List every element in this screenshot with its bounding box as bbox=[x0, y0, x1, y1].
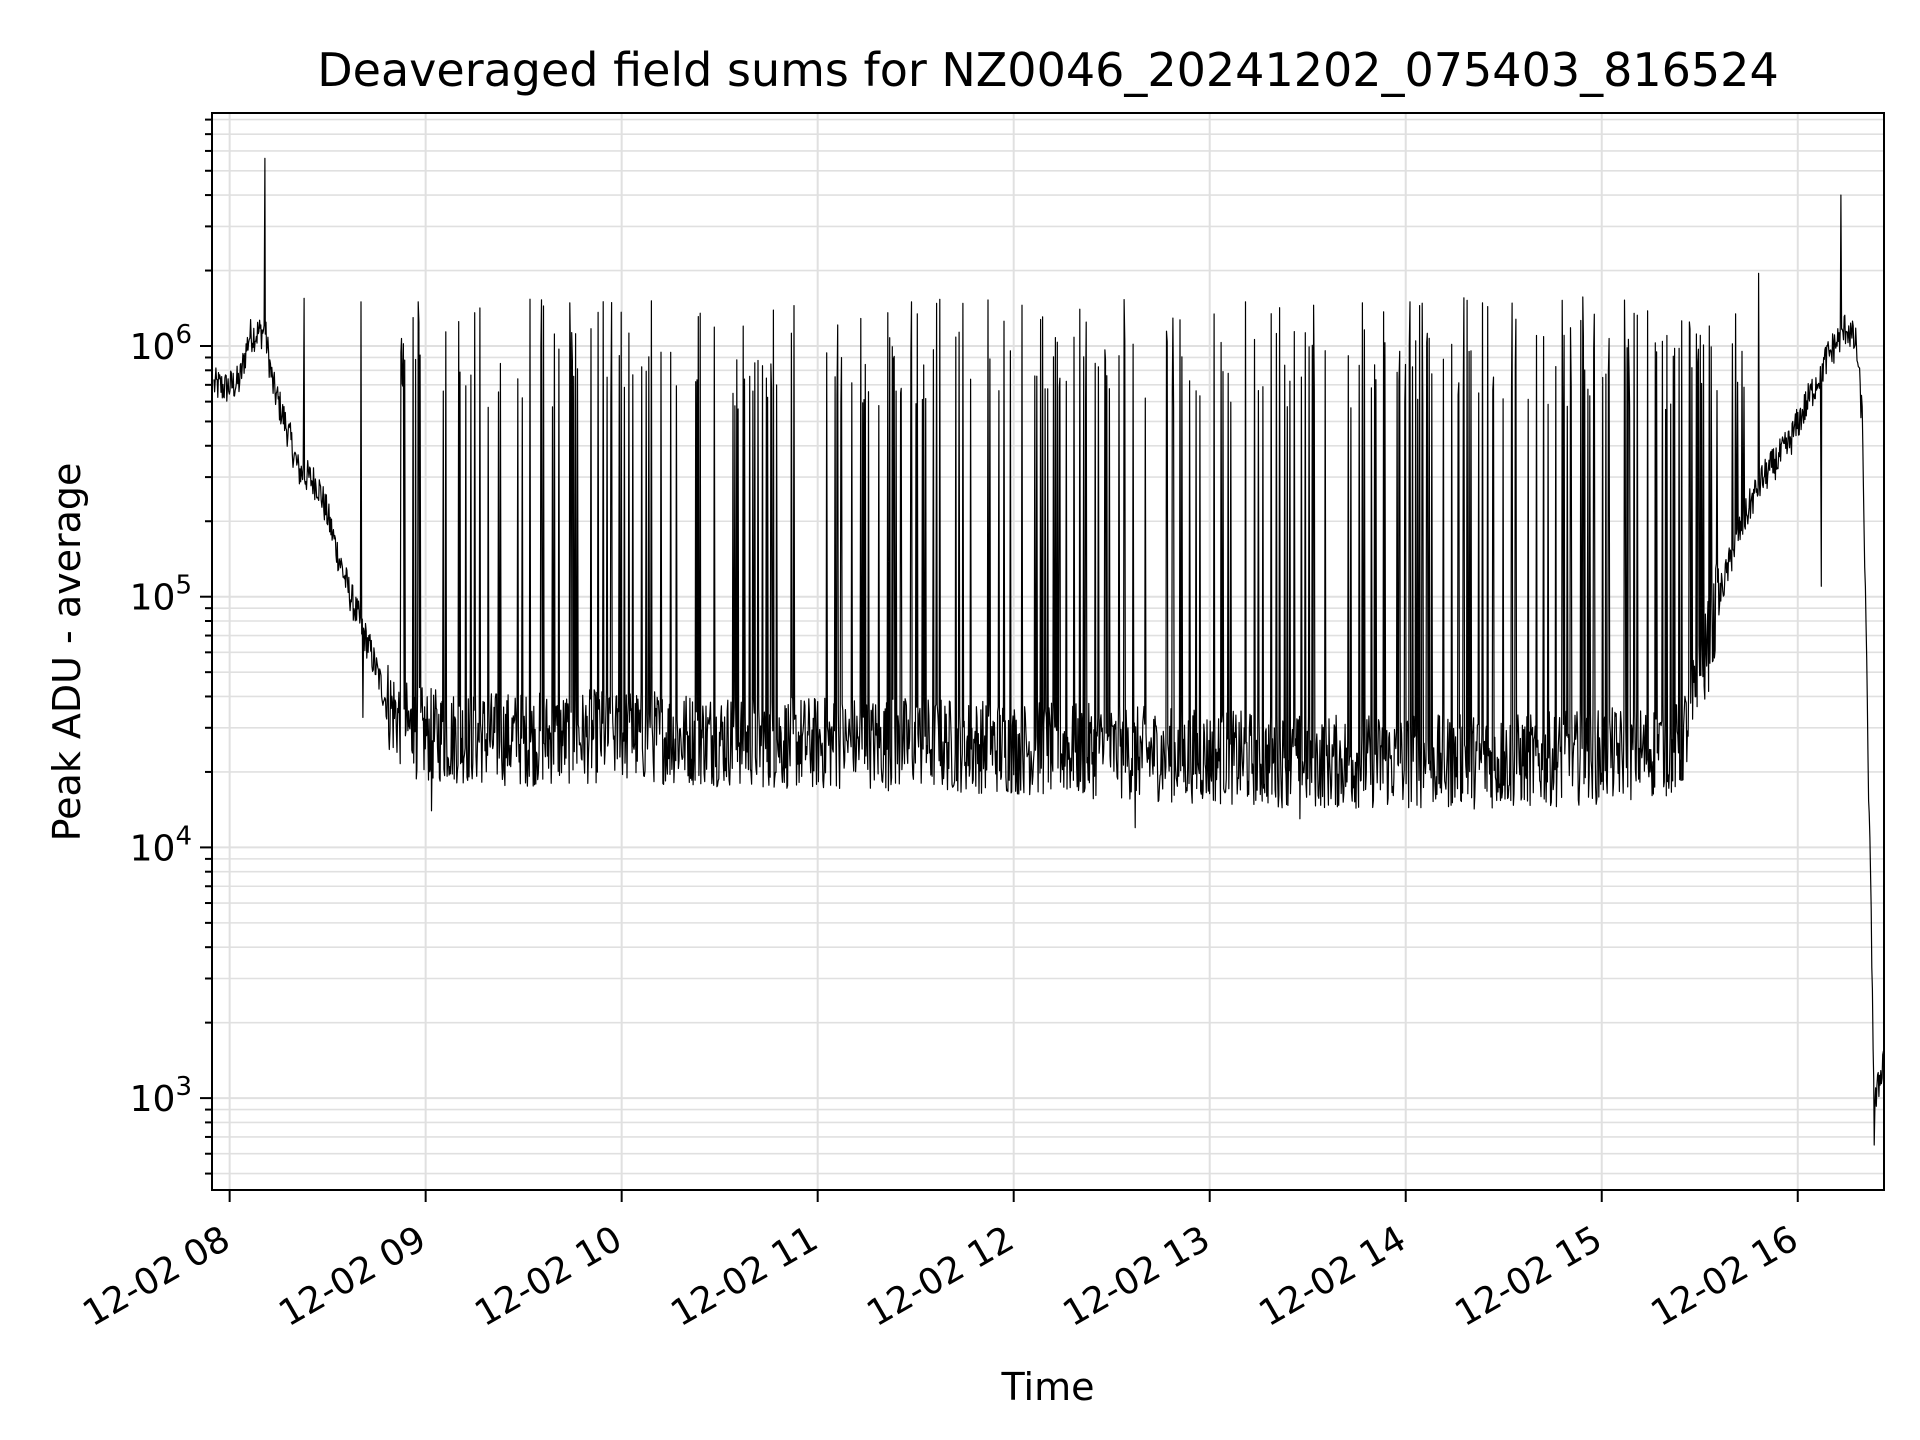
y-tick-label: 105 bbox=[130, 571, 192, 619]
chart-title: Deaveraged field sums for NZ0046_2024120… bbox=[317, 43, 1778, 97]
y-axis-label: Peak ADU - average bbox=[45, 463, 89, 842]
series-line bbox=[213, 157, 1885, 1146]
y-tick-label: 104 bbox=[130, 821, 192, 869]
y-tick-label: 106 bbox=[130, 320, 192, 368]
y-tick-label: 103 bbox=[130, 1072, 192, 1120]
plot-area bbox=[213, 157, 1885, 1146]
x-axis-label: Time bbox=[1001, 1365, 1095, 1409]
